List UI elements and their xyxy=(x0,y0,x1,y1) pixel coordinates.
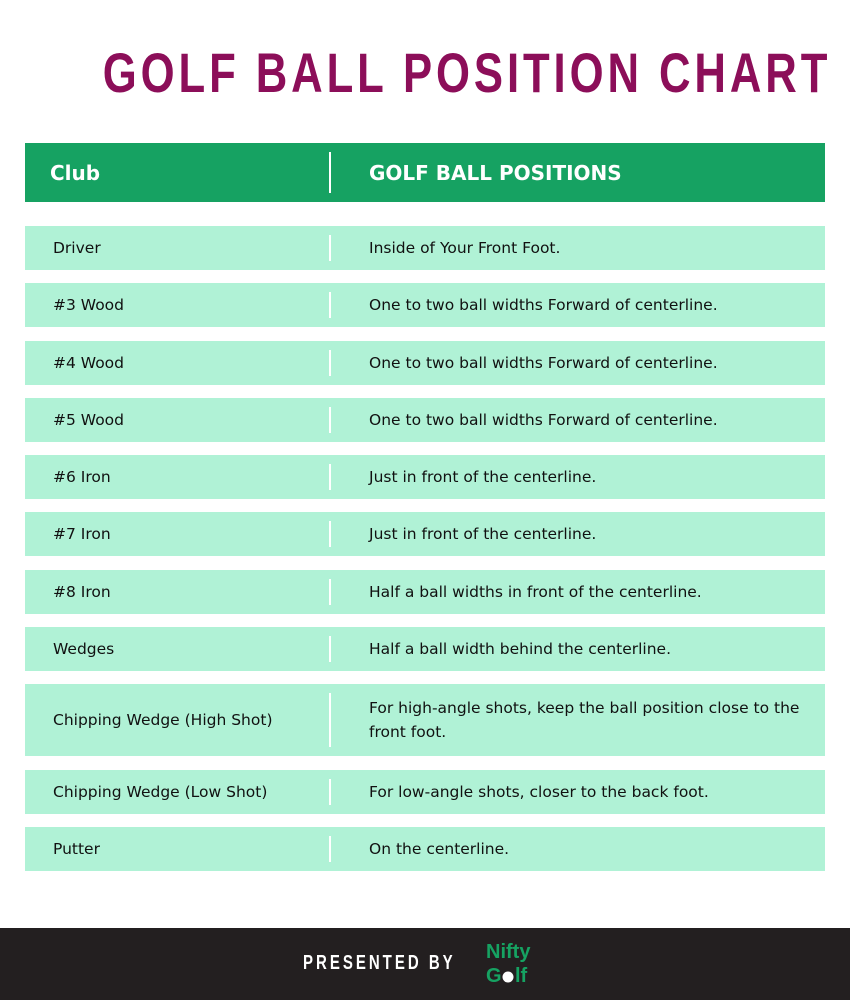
column-divider xyxy=(329,235,331,261)
club-cell: Wedges xyxy=(53,640,115,659)
position-cell: For low-angle shots, closer to the back … xyxy=(369,782,709,801)
position-cell: Inside of Your Front Foot. xyxy=(369,239,561,257)
club-cell: Putter xyxy=(53,839,100,858)
column-divider xyxy=(329,693,331,748)
footer: PRESENTED BY Nifty G lf xyxy=(0,928,850,1000)
club-cell: #7 Iron xyxy=(53,525,111,544)
column-divider xyxy=(329,349,331,376)
table-row: Chipping Wedge (Low Shot) For low-angle … xyxy=(25,769,825,814)
table-row: #5 Wood One to two ball widths Forward o… xyxy=(25,397,825,442)
position-cell: One to two ball widths Forward of center… xyxy=(369,353,718,372)
table-row: #7 Iron Just in front of the centerline. xyxy=(25,512,825,557)
position-cell: One to two ball widths Forward of center… xyxy=(369,296,718,315)
table-row: Putter On the centerline. xyxy=(25,826,825,871)
position-cell: One to two ball widths Forward of center… xyxy=(369,410,718,429)
table-row: #4 Wood One to two ball widths Forward o… xyxy=(25,340,825,385)
table-row: Driver Inside of Your Front Foot. xyxy=(25,226,825,270)
club-cell: #8 Iron xyxy=(53,582,111,601)
page-title: GOLF BALL POSITION CHART xyxy=(102,41,832,104)
club-cell: Driver xyxy=(53,239,101,257)
club-cell: #5 Wood xyxy=(53,410,124,429)
header-positions: GOLF BALL POSITIONS xyxy=(369,160,622,185)
position-cell: Half a ball width behind the centerline. xyxy=(369,640,672,659)
table-body: Driver Inside of Your Front Foot. #3 Wood… xyxy=(25,226,825,871)
column-divider xyxy=(329,578,331,605)
header-club: Club xyxy=(50,160,101,185)
position-cell: Just in front of the centerline. xyxy=(369,525,597,544)
position-cell: Just in front of the centerline. xyxy=(369,468,597,487)
svg-text:Nifty: Nifty xyxy=(486,941,531,963)
table-header: Club GOLF BALL POSITIONS xyxy=(25,143,825,202)
table-row: #3 Wood One to two ball widths Forward o… xyxy=(25,283,825,328)
column-divider xyxy=(329,406,331,433)
golf-ball-icon: Nifty G lf xyxy=(486,941,531,987)
svg-text:G: G xyxy=(486,965,502,987)
table-row: #8 Iron Half a ball widths in front of t… xyxy=(25,569,825,614)
club-cell: #3 Wood xyxy=(53,296,124,315)
column-divider xyxy=(329,292,331,319)
presented-by: PRESENTED BY xyxy=(303,952,456,974)
club-cell: #4 Wood xyxy=(53,353,124,372)
column-divider xyxy=(329,464,331,491)
table-row: Wedges Half a ball width behind the cent… xyxy=(25,627,825,672)
position-cell: Half a ball widths in front of the cente… xyxy=(369,582,702,601)
club-cell: Chipping Wedge (Low Shot) xyxy=(53,782,268,801)
table-row: #6 Iron Just in front of the centerline. xyxy=(25,455,825,500)
club-cell: #6 Iron xyxy=(53,468,111,487)
column-divider xyxy=(329,778,331,805)
club-cell: Chipping Wedge (High Shot) xyxy=(53,711,273,730)
nifty-golf-logo: Nifty G lf xyxy=(484,940,554,993)
position-cell: For high-angle shots, keep the ball posi… xyxy=(369,699,800,742)
svg-text:lf: lf xyxy=(515,965,528,987)
column-divider xyxy=(329,835,331,862)
column-divider xyxy=(329,636,331,663)
table-row: Chipping Wedge (High Shot) For high-angl… xyxy=(25,684,825,757)
position-cell: On the centerline. xyxy=(369,839,510,858)
column-divider xyxy=(329,521,331,548)
column-divider xyxy=(329,152,331,193)
